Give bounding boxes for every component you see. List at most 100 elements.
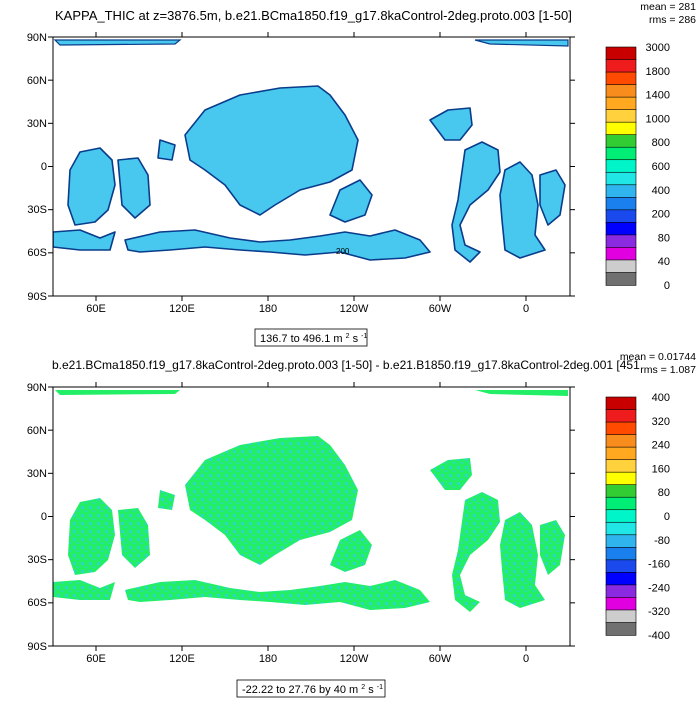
panel-1-colorbar-swatch (605, 197, 637, 211)
panel-2-colorbar-swatch (605, 471, 637, 486)
panel-2-colorbar-label: -320 (648, 606, 670, 618)
panel-2-xtick-120E: 120E (169, 653, 195, 665)
panel-2-range-box (236, 679, 386, 698)
panel-1-colorbar-label: 600 (652, 161, 670, 173)
panel-1-stat-mean: mean = 281 (640, 1, 696, 13)
panel-2-colorbar-label: 0 (664, 511, 670, 523)
panel-1-ytick-90N: 90N (27, 32, 47, 44)
panel-2-range-text: -22.22 to 27.76 by 40 m (242, 684, 358, 696)
panel-2-colorbar-label: 320 (652, 416, 670, 428)
panel-2-colorbar-swatch (605, 609, 637, 624)
panel-1-colorbar-swatch (605, 134, 637, 148)
panel-1-colorbar-swatch (605, 46, 637, 61)
panel-2-colorbar-label: -160 (648, 559, 670, 571)
panel-1-colorbar-label: 1400 (646, 90, 670, 102)
panel-2-colorbar-swatch (605, 584, 637, 599)
panel-1-colorbar-label: 1800 (646, 66, 670, 78)
panel-1-stat-rms: rms = 286 (649, 14, 696, 26)
panel-2-ytick-0: 0 (41, 511, 47, 523)
panel-2-colorbar-swatch (605, 521, 637, 536)
panel-2-xtick-120W: 120W (340, 653, 369, 665)
panel-1-range-unit-sup: 2 (346, 333, 350, 340)
panel-2-colorbar-label: 400 (652, 392, 670, 404)
panel-1-xtick-180: 180 (259, 303, 277, 315)
panel-2-colorbar-swatch (605, 572, 637, 586)
panel-2-ocean-fill (53, 436, 565, 612)
panel-1-range-label: 136.7 to 496.1 m 2 s -1 (260, 329, 367, 345)
panel-2-xtick-60W: 60W (429, 653, 452, 665)
panel-1-range-text: 136.7 to 496.1 m (260, 333, 343, 345)
panel-2-colorbar-swatch (605, 559, 637, 574)
panel-1-colorbar-label: 400 (652, 185, 670, 197)
panel-1-colorbar-label: 40 (658, 256, 670, 268)
panel-2-ytick-30S: 30S (27, 554, 47, 566)
panel-2-colorbar-swatch (605, 496, 637, 511)
panel-2-colorbar-label: 160 (652, 463, 670, 475)
panel-2-colorbar-swatch (605, 396, 637, 411)
panel-2-colorbar-label: -240 (648, 582, 670, 594)
panel-1-ytick-60S: 60S (27, 247, 47, 259)
panel-1-title: KAPPA_THIC at z=3876.5m, b.e21.BCma1850.… (55, 8, 572, 23)
panel-2-colorbar-swatch (605, 421, 637, 436)
panel-2-ytick-90S: 90S (27, 641, 47, 653)
panel-1-colorbar-swatch (605, 109, 637, 123)
panel-2-colorbar-swatch (605, 409, 637, 423)
panel-1-ocean-fill (53, 85, 566, 263)
panel-1-xtick-0: 0 (523, 303, 529, 315)
panel-1-colorbar-label: 3000 (646, 42, 670, 54)
panel-1-colorbar-swatch (605, 247, 637, 261)
panel-2-arctic (55, 390, 568, 396)
panel-1: KAPPA_THIC at z=3876.5m, b.e21.BCma1850.… (27, 1, 696, 347)
panel-2-colorbar-label: -400 (648, 630, 670, 642)
panel-1-colorbar-swatch (605, 96, 637, 111)
panel-2-xtick-60E: 60E (86, 653, 106, 665)
panel-1-colorbar-swatch (605, 59, 637, 73)
panel-2-colorbar-swatch (605, 622, 637, 636)
panel-2-ytick-30N: 30N (27, 468, 47, 480)
panel-1-colorbar-label: 0 (664, 280, 670, 292)
panel-1-ytick-0: 0 (41, 161, 47, 173)
panel-1-colorbar-swatch (605, 171, 637, 186)
panel-2-map (53, 387, 570, 646)
panel-2-colorbar-swatch (605, 446, 637, 461)
panel-1-map: 200 (53, 37, 570, 296)
panel-1-xtick-120E: 120E (169, 303, 195, 315)
panel-2-colorbar-swatch (605, 434, 637, 448)
panel-1-colorbar-swatch (605, 234, 637, 249)
panel-1-colorbar-swatch (605, 209, 637, 224)
panel-1-colorbar-swatch (605, 84, 637, 98)
panel-2-colorbar (605, 396, 637, 636)
panel-2-colorbar-swatch (605, 534, 637, 549)
panel-2-range-unit-sup2: -1 (377, 684, 383, 691)
panel-1-colorbar-label: 1000 (646, 113, 670, 125)
panel-2-colorbar-swatch (605, 547, 637, 561)
panel-1-colorbar-swatch (605, 184, 637, 199)
panel-1-colorbar-label: 800 (652, 137, 670, 149)
panel-2-colorbar-swatch (605, 459, 637, 473)
panel-2-colorbar-label: 240 (652, 440, 670, 452)
panel-2-stat-rms: rms = 1.087 (640, 364, 696, 376)
panel-2-colorbar-label: 80 (658, 487, 670, 499)
panel-1-range-unit-tail: s (353, 333, 359, 345)
panel-1-ytick-30N: 30N (27, 118, 47, 130)
panel-1-colorbar-label: 200 (652, 209, 670, 221)
panel-1-range-unit-sup2: -1 (361, 333, 367, 340)
panel-1-colorbar-label: 80 (658, 232, 670, 244)
panel-1-arctic (53, 39, 569, 47)
panel-1-colorbar-swatch (605, 272, 637, 286)
panel-1-colorbar-swatch (605, 121, 637, 136)
panel-2-ytick-60N: 60N (27, 425, 47, 437)
panel-2-ticks (48, 382, 575, 651)
panel-1-ytick-60N: 60N (27, 75, 47, 87)
panel-2-range-label: -22.22 to 27.76 by 40 m 2 s -1 (242, 680, 383, 696)
panel-1-colorbar-swatch (605, 222, 637, 236)
panel-1-ticks (48, 32, 575, 301)
panel-1-colorbar-swatch (605, 146, 637, 161)
panel-1-colorbar-swatch (605, 159, 637, 173)
panel-2-title: b.e21.BCma1850.f19_g17.8kaControl-2deg.p… (52, 358, 640, 372)
panel-2-xtick-0: 0 (523, 653, 529, 665)
panel-2-colorbar-labels: 400 320 240 160 80 0 -80 -160 -240 -320 -400 (648, 392, 670, 642)
panel-1-range-box (254, 328, 368, 347)
